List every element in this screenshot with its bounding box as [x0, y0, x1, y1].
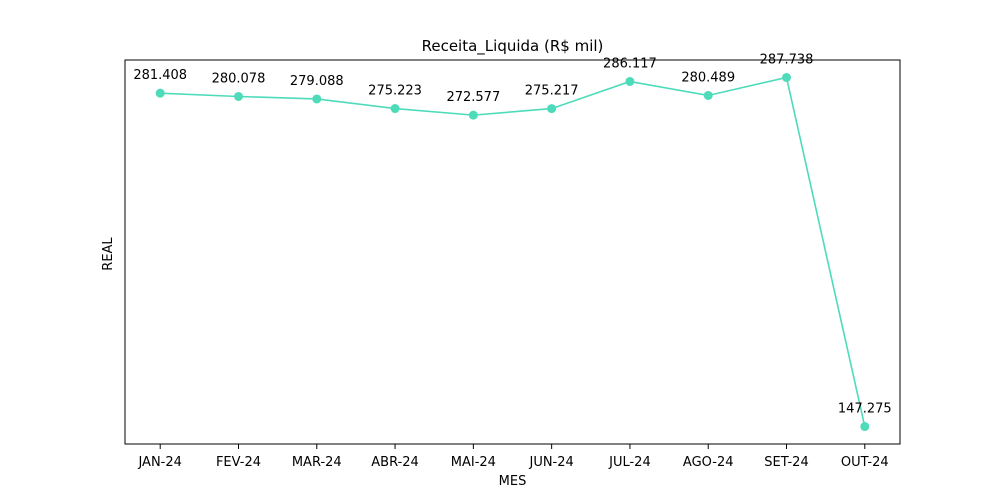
- data-point: [860, 422, 870, 432]
- data-point: [233, 91, 243, 101]
- x-tick-label: SET-24: [764, 455, 808, 470]
- x-tick-label: JUL-24: [608, 455, 651, 470]
- x-tick-label: MAR-24: [292, 455, 342, 470]
- x-tick-label: JAN-24: [137, 455, 181, 470]
- data-point: [625, 76, 635, 86]
- data-point: [782, 72, 792, 82]
- x-tick-label: AGO-24: [683, 455, 734, 470]
- data-label: 280.489: [681, 70, 735, 85]
- data-point: [547, 104, 557, 114]
- chart-title: Receita_Liquida (R$ mil): [422, 37, 604, 56]
- data-label: 280.078: [212, 71, 266, 86]
- y-axis-label: REAL: [101, 237, 116, 271]
- plot-area: JAN-24 FEV-24 MAR-24 ABR-24 MAI-24 JUN-24 JUL-…: [133, 52, 891, 470]
- data-label: 272.577: [446, 90, 500, 105]
- plot-frame: [124, 59, 901, 445]
- data-point: [468, 110, 478, 120]
- data-point: [312, 94, 322, 104]
- x-tick-label: ABR-24: [371, 455, 419, 470]
- data-label: 281.408: [133, 68, 187, 83]
- x-tick-label: MAI-24: [451, 455, 496, 470]
- data-label: 147.275: [838, 402, 892, 417]
- data-point: [703, 90, 713, 100]
- data-label: 286.117: [603, 56, 657, 71]
- data-label: 275.223: [368, 84, 422, 99]
- x-tick-label: FEV-24: [216, 455, 261, 470]
- x-axis-label: MES: [499, 474, 527, 489]
- series-line: [160, 76, 866, 427]
- data-label: 279.088: [290, 74, 344, 89]
- data-label: 275.217: [525, 84, 579, 99]
- x-tick-label: JUN-24: [528, 455, 573, 470]
- x-tick-label: OUT-24: [841, 455, 889, 470]
- data-point: [390, 104, 400, 114]
- data-point: [155, 88, 165, 98]
